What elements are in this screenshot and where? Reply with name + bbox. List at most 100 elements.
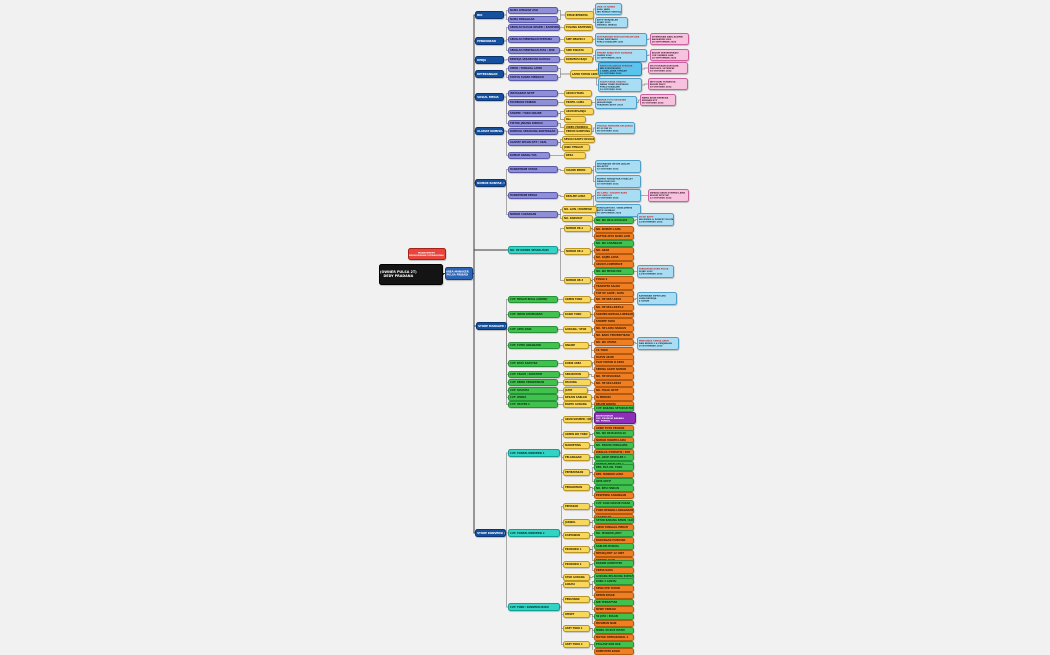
mindmap-node-cw1c[interactable]: DEPAN PASAR: [594, 592, 634, 599]
mindmap-node-og1[interactable]: NO. HP 0857-XXXX: [594, 296, 634, 303]
mindmap-node-cu5b[interactable]: REK. MANDIRI LAMA: [594, 471, 634, 478]
mindmap-node-y3[interactable]: SMP NEGERI 2: [564, 36, 593, 43]
mindmap-node-v5[interactable]: PRODUKSI 2: [563, 561, 590, 568]
mindmap-node-b9[interactable]: TINGGAL BERSAMA KELUARGA RT 03 RW 05 08 OK…: [595, 122, 635, 134]
mindmap-node-r3[interactable]: NOMOR CADANGAN: [508, 211, 558, 218]
mindmap-node-cw3a[interactable]: 50 JUTA / BULAN: [594, 613, 634, 620]
mindmap-node-cv5a[interactable]: BORDIR KOMPUTER: [594, 560, 634, 567]
mindmap-node-og3a[interactable]: NO. HP LAMA HANGUS: [594, 325, 634, 332]
mindmap-node-b12[interactable]: NO LAMA / DIGANTI BARU SIM HANGUS 12 OKTOB…: [595, 189, 641, 202]
mindmap-node-cw4a[interactable]: MOBIL PICKUP HITAM: [594, 627, 634, 634]
mindmap-node-cu4a[interactable]: NO. GRUP RESELLER 1: [594, 454, 634, 461]
mindmap-node-root[interactable]: (OWNER PULSA 2T) DEDY PRADANA: [379, 264, 443, 285]
mindmap-node-og3b[interactable]: NO. BARU TERVERIFIKASI: [594, 332, 634, 339]
mindmap-node-y8[interactable]: PROFIL LAMA: [564, 99, 592, 106]
mindmap-node-cw1a[interactable]: RUKO 2 LANTAI: [594, 578, 634, 585]
mindmap-node-g8[interactable]: CUT: SULISTIA: [508, 387, 558, 394]
mindmap-node-p5[interactable]: SEKOLAH MENENGAH ATAS / SMK: [508, 47, 560, 54]
mindmap-node-v3[interactable]: KARYAWAN: [563, 532, 590, 539]
mindmap-node-yc[interactable]: NOMOR KE-3: [564, 277, 591, 284]
mindmap-node-v6[interactable]: STOK GUDANG: [563, 574, 590, 581]
mindmap-node-cu3a[interactable]: NO. PROMO MINGGUAN: [594, 442, 634, 449]
mindmap-node-g10[interactable]: CUT: HELPER 2: [508, 401, 558, 408]
mindmap-node-c9[interactable]: STORE MANAGER / TEAM: [476, 322, 507, 330]
mindmap-node-k4[interactable]: INFO DARI TETANGGA BELUM PASTI 03 OKTOBER …: [648, 78, 688, 90]
mindmap-node-cw5b[interactable]: KOMPUTER KASIR: [594, 648, 634, 655]
mindmap-node-cv4b[interactable]: MESIN JAHIT 12 UNIT: [594, 550, 634, 557]
mindmap-node-y4[interactable]: SMK SWASTA: [564, 47, 593, 54]
mindmap-node-y18[interactable]: NO. LAIN / DISIMPAN: [562, 206, 597, 213]
mindmap-node-cw2a[interactable]: NIB TERDAFTAR: [594, 599, 634, 606]
mindmap-node-y6[interactable]: LAHIR TAHUN 1989 (PERKIRAAN): [570, 70, 600, 78]
mindmap-node-og5b[interactable]: SERING GANTI NOMOR: [594, 366, 634, 373]
mindmap-node-y19[interactable]: NO. DARURAT: [562, 215, 593, 222]
mindmap-node-cv4a[interactable]: SABLON MANUAL: [594, 543, 634, 550]
mindmap-node-g4[interactable]: CUT: PUTRI ANGGRAINI: [508, 342, 560, 349]
mindmap-node-og2a[interactable]: NO. HP 0821-XXXX-2: [594, 304, 634, 311]
mindmap-node-q2[interactable]: ALAMAT SESUAI KTP / ASAL: [508, 139, 558, 146]
mindmap-node-ob4[interactable]: AKUN E-COMMERCE: [594, 261, 634, 268]
mindmap-node-g9[interactable]: CUT: WINDA: [508, 394, 558, 401]
mindmap-node-oa2[interactable]: NO. SIMPATI LAMA: [594, 226, 634, 233]
mindmap-node-u5[interactable]: PEMBAYARAN: [563, 469, 590, 476]
mindmap-node-yb[interactable]: NOMOR KE-2: [564, 248, 591, 255]
mindmap-node-y14[interactable]: JAWA TENGAH: [562, 144, 590, 151]
mindmap-node-yg2[interactable]: KASIR TOKO: [563, 311, 591, 318]
mindmap-node-y10[interactable]: DLL: [564, 116, 586, 123]
mindmap-node-y12[interactable]: PERUM KAMPUNG: [564, 128, 592, 135]
mindmap-node-u2[interactable]: ADMIN WA TOKO: [563, 431, 590, 438]
mindmap-node-cu6b[interactable]: EKSPEDISI CADANGAN: [594, 492, 634, 499]
mindmap-node-yg10[interactable]: BANTU GUDANG: [563, 401, 592, 408]
mindmap-node-og7a[interactable]: NO. HP 0813-XXXX: [594, 380, 634, 387]
mindmap-node-v2[interactable]: JADWAL: [563, 519, 590, 526]
mindmap-node-i1[interactable]: DICEK AKTIF WA BISNIS & DOMPET DIGITAL 14 …: [637, 213, 674, 226]
mindmap-node-cu1b[interactable]: AKUN KHUSUS CUT: PROMOSI BARANG NO. PONSEL: [594, 412, 636, 424]
mindmap-node-p11[interactable]: SHOPEE / TOKO ONLINE: [508, 110, 558, 117]
mindmap-node-cu6a[interactable]: NO. RESI HARIAN: [594, 485, 634, 492]
mindmap-node-y1[interactable]: EMAK BERDAYA: [565, 11, 594, 19]
mindmap-node-c3[interactable]: KERJA: [475, 56, 504, 64]
mindmap-node-y17[interactable]: REALME LAMA: [564, 193, 592, 200]
mindmap-node-r1[interactable]: HANDPHONE UTAMA: [508, 166, 558, 173]
mindmap-node-hub[interactable]: AREA MANAGER PULSA PRIBADI: [445, 267, 473, 280]
mindmap-node-ob2[interactable]: NO. GRAB: [594, 247, 634, 254]
mindmap-node-u4[interactable]: PELANGGAN: [563, 454, 590, 461]
mindmap-node-cw4b[interactable]: MOTOR OPERASIONAL 2: [594, 634, 634, 641]
mindmap-node-k5[interactable]: NAMA AKUN BERBEDA DENGAN KTP 06 OKTOBER 20…: [640, 94, 676, 106]
mindmap-node-cw1b[interactable]: SEWA PER TAHUN: [594, 585, 634, 592]
mindmap-node-i4[interactable]: MENGURUS SEMUA AKUN DAN ADMIN 2 & PENJUAL…: [637, 337, 679, 350]
mindmap-node-oc2[interactable]: PULSA 2: [594, 276, 634, 283]
mindmap-node-cu5c[interactable]: QRIS AKTIF: [594, 478, 634, 485]
mindmap-node-b8[interactable]: BANYAK FOTO KEGIATAN JUALAN BAJU TERAKHIR …: [595, 96, 637, 109]
mindmap-node-cw2b[interactable]: NPWP PRIBADI: [594, 606, 634, 613]
mindmap-node-c6[interactable]: ALAMAT DOMISILI: [475, 127, 504, 135]
mindmap-node-cv1b[interactable]: TOKO BENANG LANGGANAN: [594, 507, 634, 514]
mindmap-node-p8[interactable]: STATUS SUDAH MENIKAH: [508, 74, 558, 81]
mindmap-node-cv2a[interactable]: SETOR BARANG SENIN / KAMIS: [594, 517, 634, 524]
mindmap-node-t3[interactable]: CUT: PONSEL KONVEKSI 2: [508, 529, 560, 537]
mindmap-node-ya[interactable]: NOMOR KE-1: [564, 225, 591, 232]
mindmap-node-p1[interactable]: NAMA LENGKAP ASLI: [508, 7, 558, 14]
mindmap-node-c1[interactable]: BIO: [475, 11, 504, 19]
mindmap-node-p2[interactable]: NAMA PANGGILAN: [508, 16, 558, 23]
mindmap-node-b4[interactable]: PINDAH KERJA IKUT SAUDARA TAHUN 2016 20 SE…: [595, 49, 647, 62]
mindmap-node-c7[interactable]: NOMOR KONTAK / HP: [475, 179, 506, 187]
mindmap-node-yg6[interactable]: SERABUTAN: [563, 371, 589, 378]
mindmap-node-c2[interactable]: PENDIDIKAN: [475, 37, 504, 45]
mindmap-node-g2[interactable]: CUT: INTAN KHUMAIRAH: [508, 311, 560, 318]
mindmap-node-b1[interactable]: USIA 35 TAHUN ASAL JAWA IBU RUMAH TANGGA: [595, 3, 622, 15]
mindmap-node-y7[interactable]: AKUN UTAMA: [564, 90, 592, 97]
mindmap-node-p4[interactable]: SEKOLAH MENENGAH PERTAMA: [508, 36, 560, 43]
mindmap-node-yg8[interactable]: JAHIT: [563, 387, 588, 394]
mindmap-node-u3[interactable]: MARKETING: [563, 442, 590, 449]
mindmap-node-i3[interactable]: KARYAWAN DIPERCAYA LAMA BEKERJA 4 TAHUN: [637, 292, 677, 305]
mindmap-node-og8a[interactable]: NO. TIDAK AKTIF: [594, 387, 634, 394]
mindmap-node-p10[interactable]: FACEBOOK PRIBADI: [508, 99, 558, 106]
mindmap-node-yg7[interactable]: PACKING: [563, 379, 591, 386]
mindmap-node-t2[interactable]: CUT: PONSEL KONVEKSI 1: [508, 449, 560, 457]
mindmap-node-y16[interactable]: XIAOMI REDMI: [564, 167, 592, 174]
mindmap-node-b13[interactable]: PENGGANTI NO. SEBELUMNYA AKTIF KEMBALI 09 …: [595, 204, 641, 217]
mindmap-node-b3[interactable]: KETERANGAN SEKOLAH BELUM ADA TIDAK DIKETA…: [595, 33, 647, 46]
mindmap-node-yg4[interactable]: ONLINE: [563, 342, 589, 349]
mindmap-node-g7[interactable]: CUT: RENDI PENGEPAKAN: [508, 379, 558, 386]
